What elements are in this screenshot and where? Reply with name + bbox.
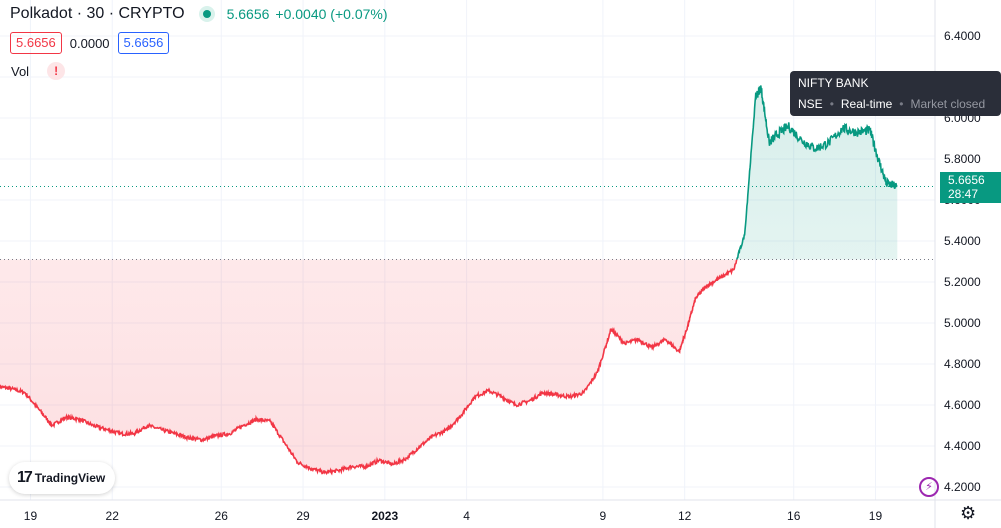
market-status-dot[interactable] — [198, 6, 215, 22]
price-tick-label: 4.6000 — [944, 398, 981, 412]
area-fill-down — [0, 259, 737, 474]
time-tick-label: 26 — [215, 509, 229, 523]
tooltip-title: NIFTY BANK — [798, 76, 869, 90]
price-tick-label: 4.2000 — [944, 480, 981, 494]
price-tick-label: 5.8000 — [944, 152, 981, 166]
last-price-value: 5.6656 — [948, 173, 985, 187]
price-tick-label: 4.8000 — [944, 357, 981, 371]
ohlc-right-value: 5.6656 — [117, 32, 170, 54]
time-axis: 19 22 26 29 2023 4 9 12 16 19 — [24, 509, 883, 523]
time-tick-label: 4 — [463, 509, 470, 523]
area-fill-up — [0, 85, 898, 260]
time-tick-label: 12 — [678, 509, 692, 523]
price-tick-label: 5.4000 — [944, 234, 981, 248]
ohlc-left-value: 5.6656 — [10, 32, 62, 54]
time-tick-label: 2023 — [371, 509, 398, 523]
warning-icon[interactable]: ! — [47, 62, 66, 80]
time-tick-label: 22 — [106, 509, 120, 523]
tradingview-mark-icon: 17 — [17, 469, 33, 486]
price-tick-label: 4.4000 — [944, 439, 981, 453]
price-series-line-down — [0, 259, 738, 476]
last-price-label: 5.6656 28:47 — [940, 172, 1001, 203]
gear-icon[interactable]: ⚙ — [960, 503, 977, 523]
price-series-line-up — [735, 85, 898, 260]
tooltip-mode: Real-time — [840, 97, 893, 111]
tooltip-status: Market closed — [910, 97, 986, 111]
tradingview-logo-text: TradingView — [34, 471, 106, 485]
price-area — [0, 85, 898, 474]
bar-countdown: 28:47 — [948, 187, 979, 201]
time-tick-label: 16 — [787, 509, 801, 523]
time-tick-label: 9 — [600, 509, 607, 523]
tradingview-logo[interactable]: 17 TradingView — [9, 462, 115, 494]
volume-legend: Vol ! — [11, 62, 66, 80]
tooltip-separator: • — [829, 97, 834, 111]
header-change: +0.0040 (+0.07%) — [275, 6, 388, 22]
symbol-tooltip: NIFTY BANK NSE • Real-time • Market clos… — [790, 71, 1001, 116]
header-price: 5.6656 — [226, 6, 270, 22]
time-tick-label: 19 — [869, 509, 883, 523]
volume-label[interactable]: Vol — [11, 63, 30, 79]
price-tick-label: 6.4000 — [944, 29, 981, 43]
time-tick-label: 29 — [296, 509, 310, 523]
price-tick-label: 5.2000 — [944, 275, 981, 289]
time-tick-label: 19 — [24, 509, 38, 523]
price-line — [0, 85, 935, 476]
price-tick-label: 5.0000 — [944, 316, 981, 330]
tooltip-exchange: NSE — [798, 97, 823, 111]
ohlc-mid-value: 0.0000 — [69, 35, 110, 51]
ohlc-values: 5.6656 0.0000 5.6656 — [10, 32, 170, 54]
lightning-icon[interactable]: ⚡ — [919, 477, 939, 497]
tooltip-separator: • — [899, 97, 904, 111]
symbol-header: Polkadot · 30 · CRYPTO 5.6656 +0.0040 (+… — [10, 5, 388, 23]
symbol-title[interactable]: Polkadot · 30 · CRYPTO — [10, 5, 185, 22]
